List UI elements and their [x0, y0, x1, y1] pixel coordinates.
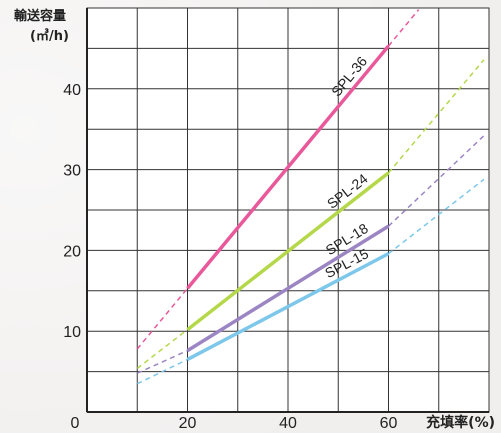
spl-36-line	[186, 44, 390, 290]
y-tick-label: 10	[63, 324, 81, 341]
spl-18-line	[186, 224, 390, 353]
x-tick-label: 60	[380, 415, 398, 432]
spl-24-dashed-end	[387, 59, 485, 174]
spl-15-line	[186, 252, 390, 362]
series-lines	[136, 9, 485, 385]
x-tick-label: 40	[279, 415, 297, 432]
spl-24-dashed-start	[136, 328, 188, 369]
tick-labels: 10 20 30 40 0 20 40 60	[63, 82, 397, 432]
spl-15-dashed-end	[388, 178, 485, 255]
x-tick-label: 20	[179, 415, 197, 432]
spl-36-dashed-start	[136, 287, 189, 350]
spl-18-dashed-end	[387, 135, 485, 227]
y-tick-label: 30	[63, 163, 81, 180]
y-tick-label: 20	[63, 243, 81, 260]
y-tick-label: 40	[63, 82, 81, 99]
spl-24-line	[186, 171, 390, 331]
x-tick-label: 0	[71, 415, 80, 432]
y-axis-unit: (㎥/h)	[30, 28, 69, 44]
spl-15-dashed-start	[136, 358, 188, 385]
spl-18-dashed-start	[136, 349, 188, 374]
axes	[86, 7, 490, 413]
y-axis-title: 輸送容量	[14, 8, 66, 24]
spl-36-dashed-end	[387, 9, 420, 47]
x-axis-title: 充填率(%)	[426, 414, 495, 431]
